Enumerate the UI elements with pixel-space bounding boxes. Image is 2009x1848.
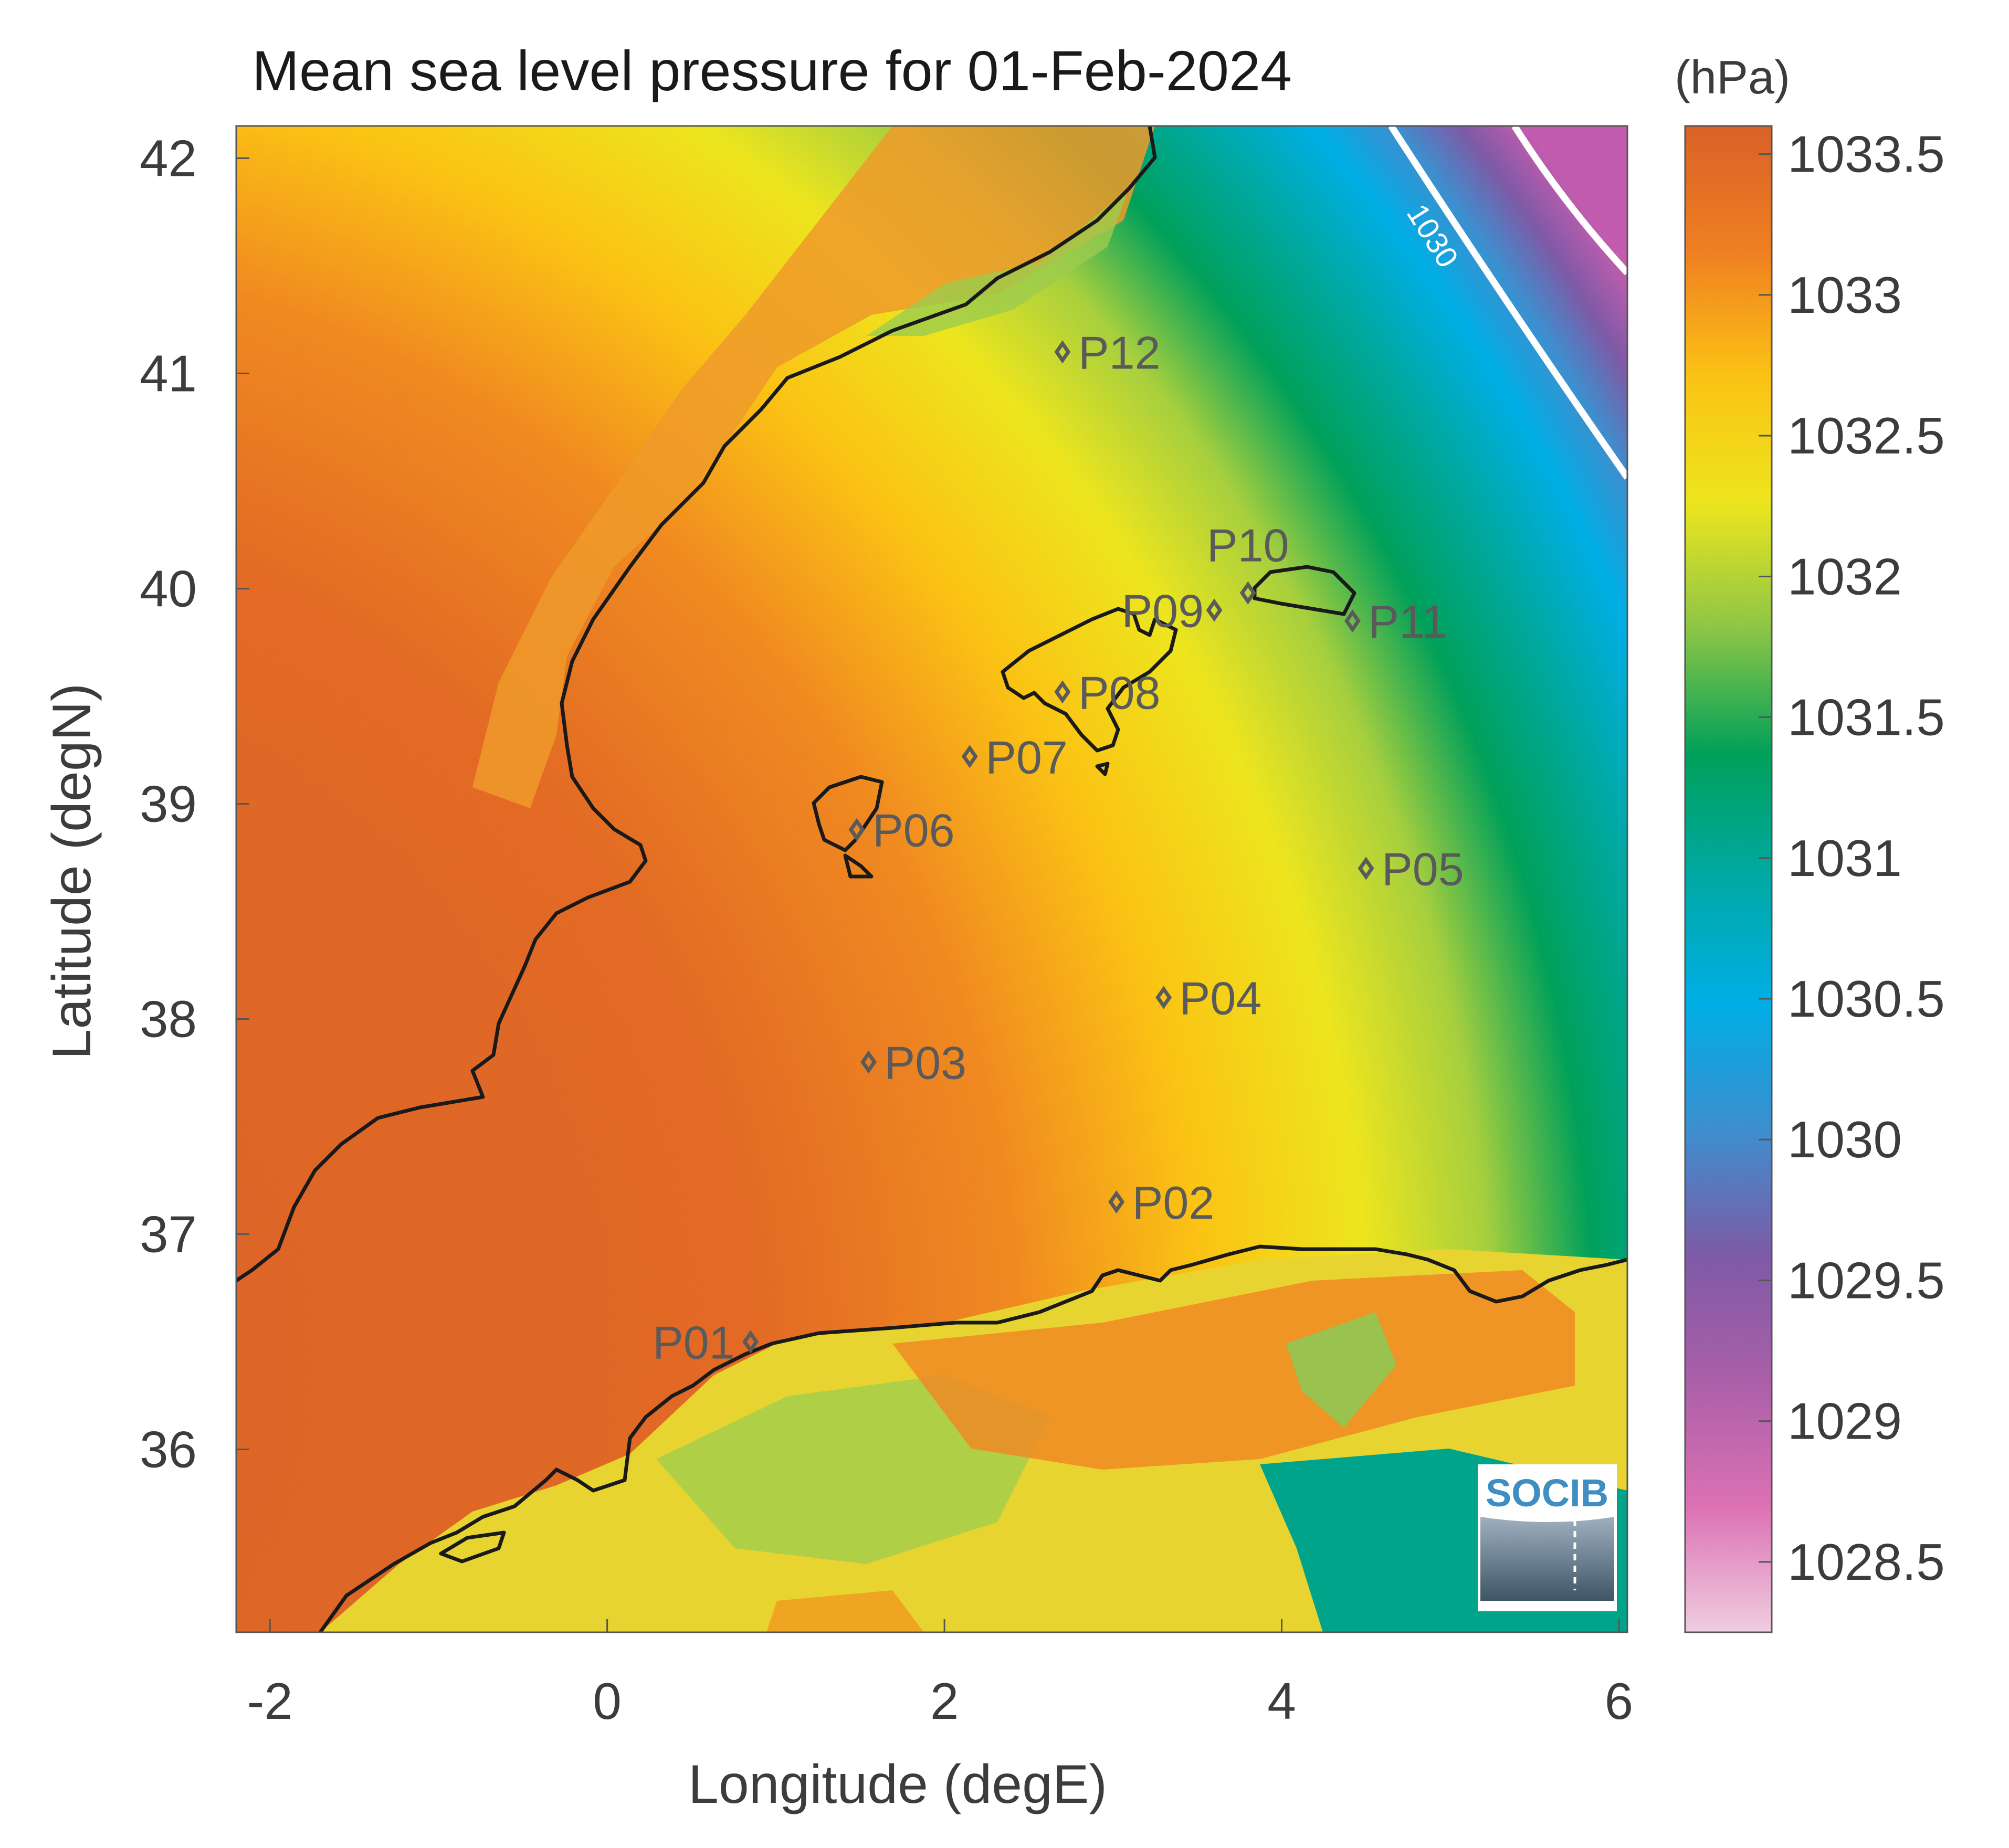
station-marker [1054, 340, 1071, 364]
alboran-lake-coastline [439, 1530, 506, 1564]
station-marker [1358, 857, 1374, 880]
station-marker [1108, 1190, 1125, 1214]
kabylie-green-relief [1286, 1312, 1396, 1428]
x-axis-label: Longitude (degE) [688, 1754, 1107, 1815]
x-axis-ticks: -2 0 2 4 6 [247, 1619, 1634, 1730]
colorbar-tick-label: 1029 [1787, 1392, 1902, 1450]
africa-coastline [319, 1244, 1627, 1632]
y-tick-label: 40 [140, 560, 197, 618]
y-tick-label: 39 [140, 775, 197, 833]
y-axis-ticks: 42 41 40 39 38 37 36 [140, 130, 249, 1479]
station-label: P11 [1368, 596, 1447, 648]
station-label: P04 [1180, 973, 1262, 1025]
station-label: P07 [985, 731, 1068, 783]
station-marker [1054, 680, 1071, 704]
x-tick-label: 6 [1605, 1672, 1634, 1730]
y-tick-label: 36 [140, 1421, 197, 1479]
colorbar-tick-label: 1030.5 [1787, 970, 1945, 1028]
map-title: Mean sea level pressure for 01-Feb-2024 [252, 39, 1292, 102]
station-marker [1239, 581, 1256, 605]
y-tick-label: 38 [140, 990, 197, 1048]
mallorca-coastline [1001, 607, 1178, 753]
station-marker [1206, 598, 1223, 622]
colorbar-tick-label: 1033.5 [1787, 125, 1945, 183]
station-marker [742, 1330, 759, 1354]
colorbar-tick-label: 1028.5 [1787, 1533, 1945, 1591]
x-tick-label: -2 [247, 1672, 293, 1730]
menorca-coastline [1253, 565, 1356, 616]
station-marker [848, 818, 865, 841]
colorbar: 1033.5 1033 1032.5 1032 1031.5 1031 1030.5 1030… [1675, 51, 1945, 1633]
y-tick-label: 41 [140, 345, 197, 403]
colorbar-unit: (hPa) [1675, 51, 1790, 104]
colorbar-bar [1684, 125, 1773, 1633]
station-marker [961, 745, 978, 768]
station-label: P08 [1078, 667, 1161, 719]
ibiza-coastline [812, 775, 884, 879]
contour-1029 [1511, 126, 1627, 276]
x-tick-label: 0 [593, 1672, 622, 1730]
station-label: P02 [1132, 1177, 1215, 1229]
colorbar-tick-label: 1032.5 [1787, 407, 1945, 464]
colorbar-tick-label: 1031.5 [1787, 689, 1945, 746]
y-tick-label: 37 [140, 1206, 197, 1263]
map-panel: 1030 P01P02P03P04P05P06P07P08P09P10P11P1… [236, 126, 1627, 1632]
colorbar-tick-label: 1030 [1787, 1111, 1902, 1168]
station-label: P10 [1207, 520, 1289, 572]
socib-logo-text: SOCIB [1486, 1471, 1608, 1515]
colorbar-ticks: 1033.5 1033 1032.5 1032 1031.5 1031 1030.5 1030… [1759, 125, 1945, 1591]
coastlines [236, 126, 1627, 1632]
iberia-relief-band [472, 126, 1155, 808]
iberia-coastline [236, 126, 1157, 1282]
y-tick-label: 42 [140, 130, 197, 187]
station-label: P09 [1121, 585, 1204, 637]
cabrera-coastline [1095, 762, 1110, 776]
contour-1030 [1388, 126, 1627, 480]
catalonia-green-relief [866, 189, 1129, 336]
station-marker [1155, 986, 1172, 1009]
atlas-orange-relief [892, 1270, 1575, 1470]
station-marker [860, 1050, 877, 1074]
station-marker [1344, 609, 1361, 633]
socib-logo: SOCIB [1478, 1464, 1617, 1611]
x-tick-label: 4 [1267, 1672, 1296, 1730]
sahara-orange-low [766, 1590, 924, 1632]
station-label: P05 [1382, 843, 1464, 895]
colorbar-tick-label: 1029.5 [1787, 1251, 1945, 1309]
colorbar-tick-label: 1033 [1787, 266, 1902, 324]
colorbar-tick-label: 1031 [1787, 829, 1902, 887]
map-frame [235, 125, 1628, 1633]
station-label: P03 [885, 1037, 967, 1089]
station-label: P01 [653, 1317, 735, 1369]
colorbar-tick-label: 1032 [1787, 547, 1902, 605]
y-axis-label: Latitude (degN) [41, 683, 102, 1060]
station-label: P06 [872, 805, 955, 857]
station-label: P12 [1078, 327, 1161, 379]
x-tick-label: 2 [930, 1672, 959, 1730]
